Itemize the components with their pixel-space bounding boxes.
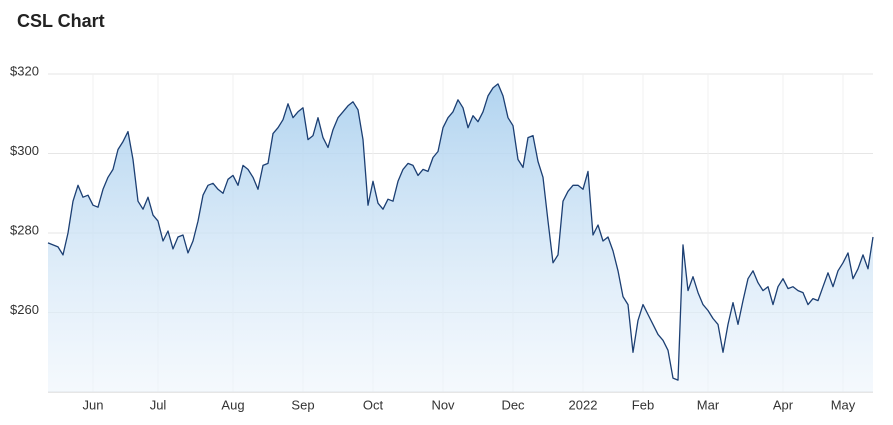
chart-title: CSL Chart xyxy=(17,11,105,31)
y-tick-label: $300 xyxy=(10,143,39,158)
area xyxy=(48,83,873,393)
y-tick-label: $280 xyxy=(10,222,39,237)
x-tick-label: Oct xyxy=(363,397,384,412)
x-tick-label: Feb xyxy=(632,397,654,412)
line xyxy=(47,83,874,381)
x-tick-label: Mar xyxy=(697,397,720,412)
x-tick-label: Jun xyxy=(83,397,104,412)
x-tick-label: Dec xyxy=(501,397,525,412)
x-tick-label: Jul xyxy=(150,397,167,412)
y-tick-label: $320 xyxy=(10,63,39,78)
x-tick-label: Sep xyxy=(291,397,314,412)
x-tick-label: Aug xyxy=(221,397,244,412)
y-tick-label: $260 xyxy=(10,302,39,317)
x-tick-label: Nov xyxy=(431,397,455,412)
x-tick-label: May xyxy=(831,397,856,412)
x-tick-label: Apr xyxy=(773,397,794,412)
x-tick-label: 2022 xyxy=(569,397,598,412)
